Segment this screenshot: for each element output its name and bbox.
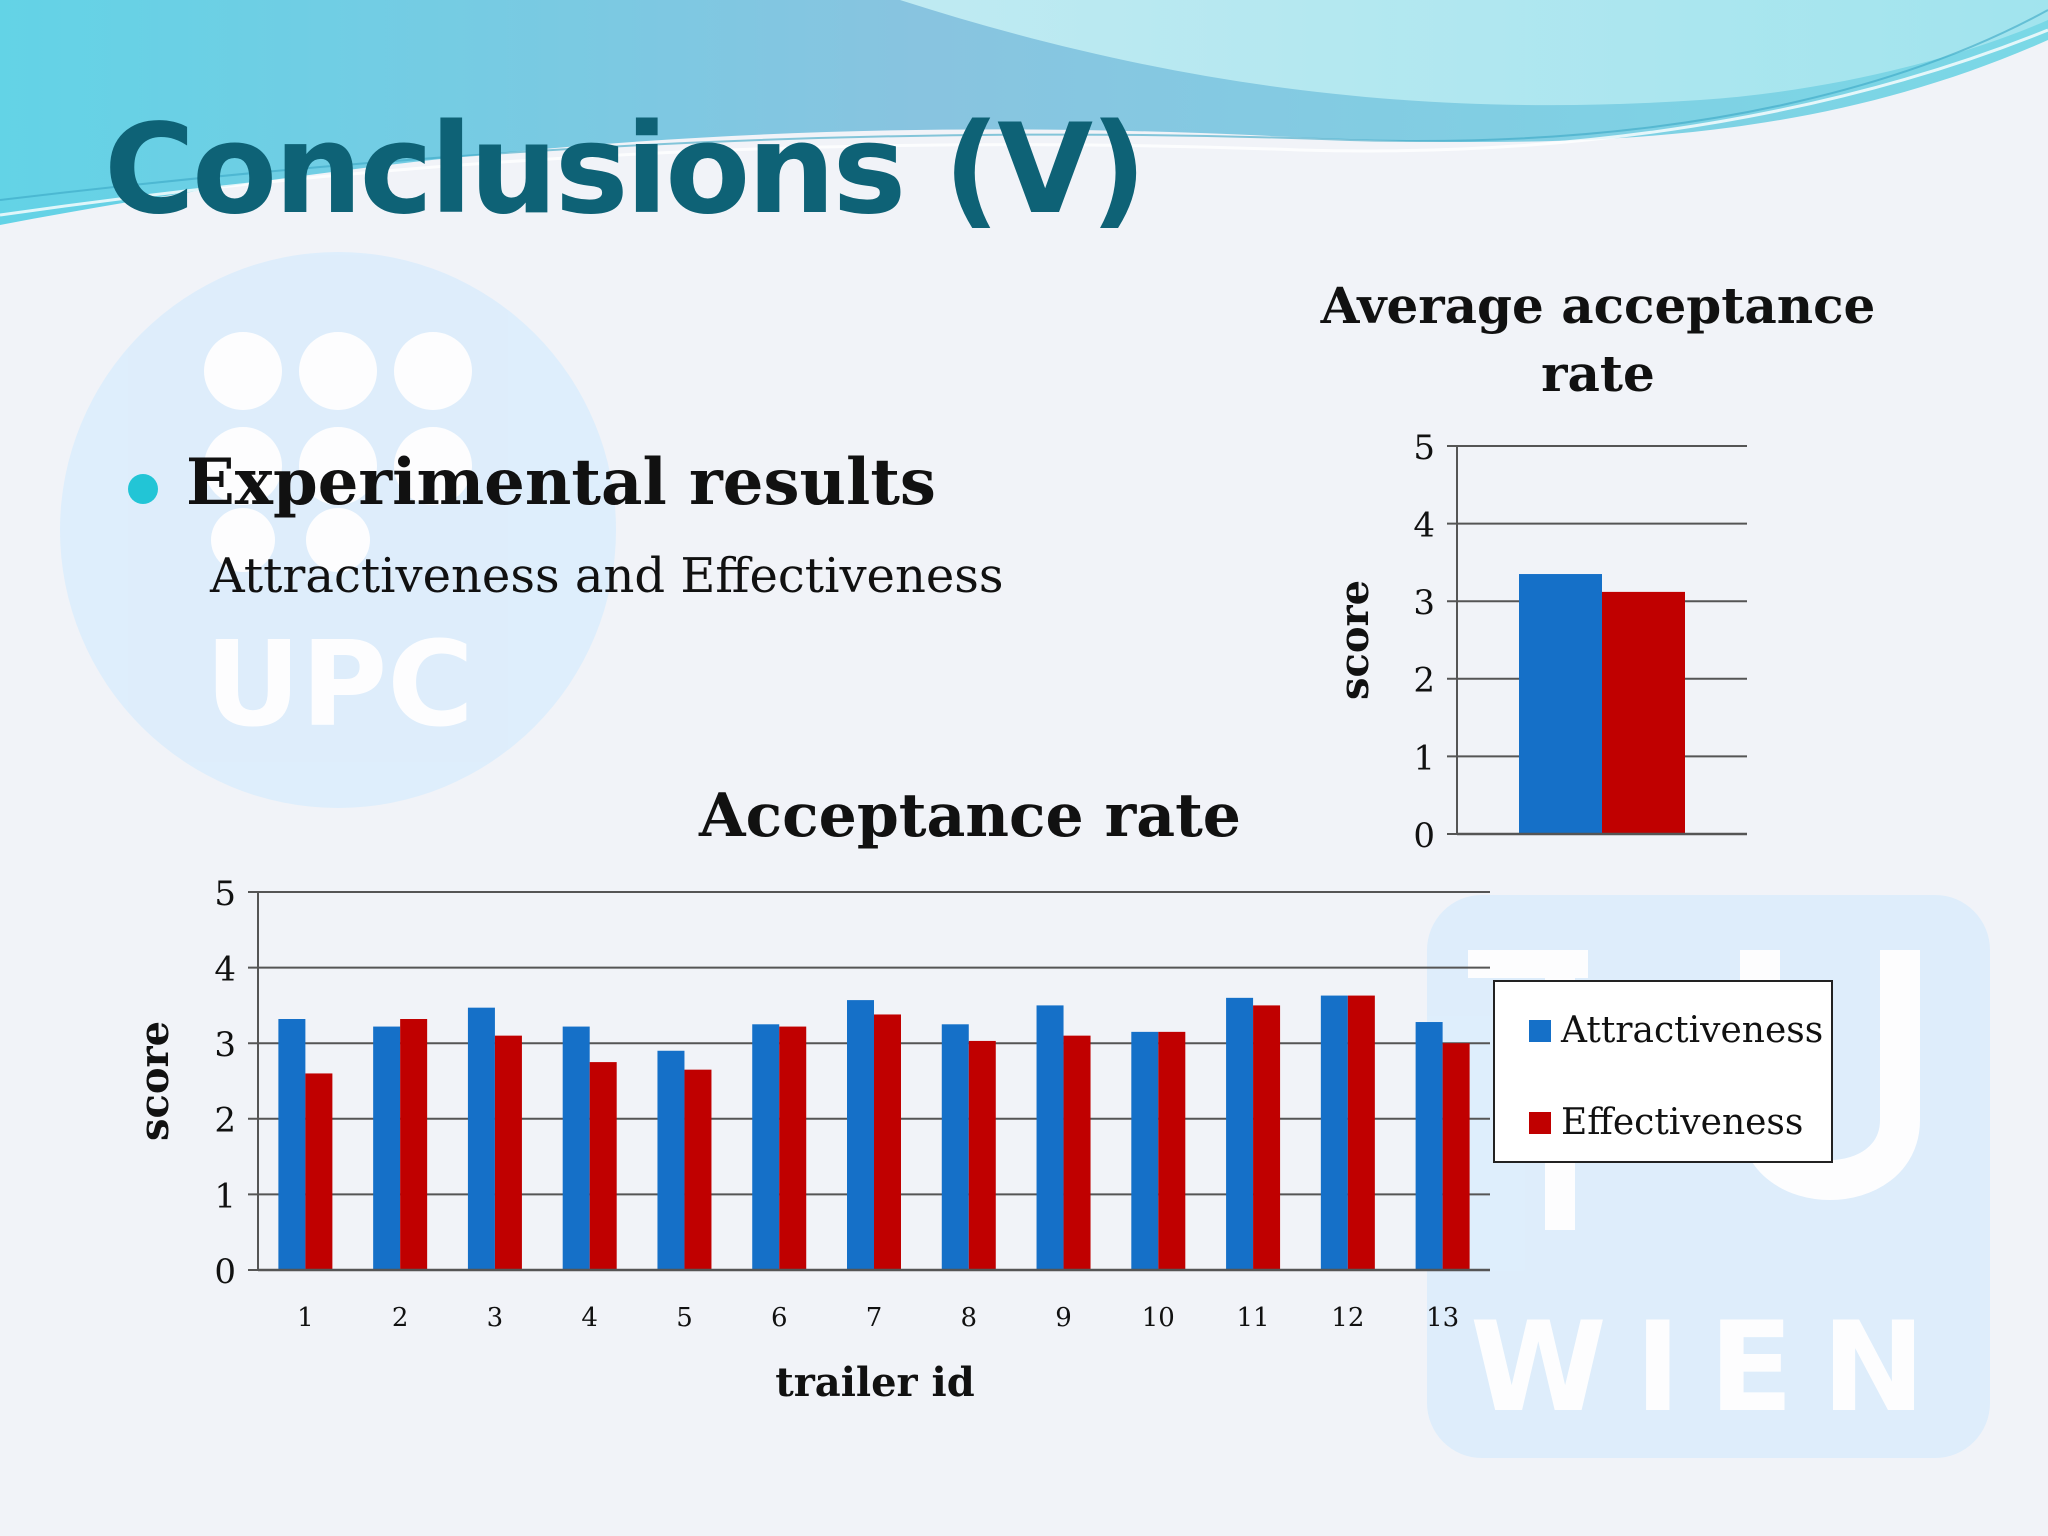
bullet-icon: [128, 474, 158, 504]
header-wave-line: [0, 9, 2048, 201]
slide-title: Conclusions (V): [104, 98, 1147, 242]
x-tick-label: 7: [866, 1303, 883, 1333]
x-axis-label: trailer id: [775, 1359, 975, 1406]
bar-effectiveness: [1442, 1043, 1470, 1270]
bar-attractiveness: [941, 1024, 969, 1270]
bar-effectiveness: [874, 1014, 901, 1270]
y-tick-label: 5: [1413, 428, 1435, 468]
y-tick-label: 5: [214, 874, 236, 914]
bar-effectiveness: [1347, 995, 1375, 1270]
x-tick-label: 3: [487, 1303, 504, 1333]
x-tick-label: 1: [297, 1303, 314, 1333]
y-axis-label: score: [1331, 580, 1378, 700]
bar-attractiveness: [1226, 997, 1254, 1270]
bar-attractiveness: [467, 1007, 495, 1270]
legend-item-effectiveness: Effectiveness: [1529, 1102, 1803, 1143]
bar-effectiveness: [1602, 591, 1685, 834]
chart-legend: Attractiveness Effectiveness: [1493, 980, 1833, 1163]
y-axis-label: score: [131, 1021, 178, 1141]
legend-swatch-attractiveness: [1529, 1019, 1551, 1042]
bar-attractiveness: [752, 1024, 780, 1270]
legend-swatch-effectiveness: [1529, 1111, 1551, 1134]
y-tick-label: 3: [1413, 583, 1435, 623]
legend-label-attractiveness: Attractiveness: [1561, 1010, 1824, 1051]
avg-chart-title-line: Average acceptance: [1320, 276, 1876, 335]
y-tick-label: 4: [214, 950, 236, 990]
legend-item-attractiveness: Attractiveness: [1529, 1010, 1823, 1051]
header-wave-highlight: [900, 0, 2048, 106]
y-tick-label: 1: [1413, 738, 1435, 778]
bar-effectiveness: [400, 1019, 428, 1270]
svg-text:UPC: UPC: [205, 615, 474, 753]
y-tick-label: 0: [214, 1252, 236, 1292]
y-tick-label: 3: [214, 1025, 236, 1065]
bar-effectiveness: [968, 1040, 996, 1270]
x-tick-label: 12: [1331, 1303, 1364, 1333]
x-tick-label: 5: [676, 1303, 693, 1333]
bar-attractiveness: [1036, 1005, 1064, 1270]
bar-effectiveness: [1063, 1035, 1091, 1270]
x-tick-label: 10: [1142, 1303, 1175, 1333]
y-tick-label: 4: [1413, 506, 1435, 546]
bar-attractiveness: [847, 1000, 874, 1270]
bar-attractiveness: [373, 1026, 401, 1270]
bar-effectiveness: [779, 1026, 807, 1270]
x-tick-label: 6: [771, 1303, 788, 1333]
y-tick-label: 1: [214, 1176, 236, 1216]
bar-attractiveness: [1320, 995, 1348, 1270]
bar-effectiveness: [589, 1062, 617, 1270]
y-tick-label: 2: [1413, 661, 1435, 701]
x-tick-label: 4: [581, 1303, 598, 1333]
bullet-subtext: Attractiveness and Effectiveness: [210, 548, 1004, 604]
bar-effectiveness: [684, 1069, 712, 1270]
x-tick-label: 13: [1426, 1303, 1459, 1333]
bar-attractiveness: [1131, 1031, 1159, 1270]
svg-text:WIEN: WIEN: [1470, 1296, 1953, 1440]
bar-attractiveness: [1519, 574, 1602, 834]
y-tick-label: 2: [214, 1101, 236, 1141]
bar-attractiveness: [657, 1050, 685, 1270]
legend-label-effectiveness: Effectiveness: [1561, 1102, 1804, 1143]
bar-effectiveness: [1158, 1031, 1186, 1270]
bar-attractiveness: [1415, 1022, 1443, 1270]
y-tick-label: 0: [1413, 816, 1435, 856]
avg-chart-title-line: rate: [1541, 344, 1655, 403]
avg-chart-title: Average acceptance rate: [1268, 272, 1928, 408]
header-wave-line: [0, 28, 2048, 217]
bar-attractiveness: [562, 1026, 590, 1270]
x-tick-label: 11: [1237, 1303, 1270, 1333]
acceptance-chart-title: Acceptance rate: [699, 781, 1241, 851]
bar-attractiveness: [278, 1019, 306, 1270]
bar-effectiveness: [305, 1073, 333, 1270]
x-tick-label: 9: [1055, 1303, 1072, 1333]
bar-effectiveness: [1253, 1005, 1281, 1270]
x-tick-label: 2: [392, 1303, 409, 1333]
upc-logo-watermark: UPC: [60, 252, 616, 808]
bar-effectiveness: [494, 1035, 522, 1270]
x-tick-label: 8: [960, 1303, 977, 1333]
bullet-heading: Experimental results: [186, 445, 936, 520]
